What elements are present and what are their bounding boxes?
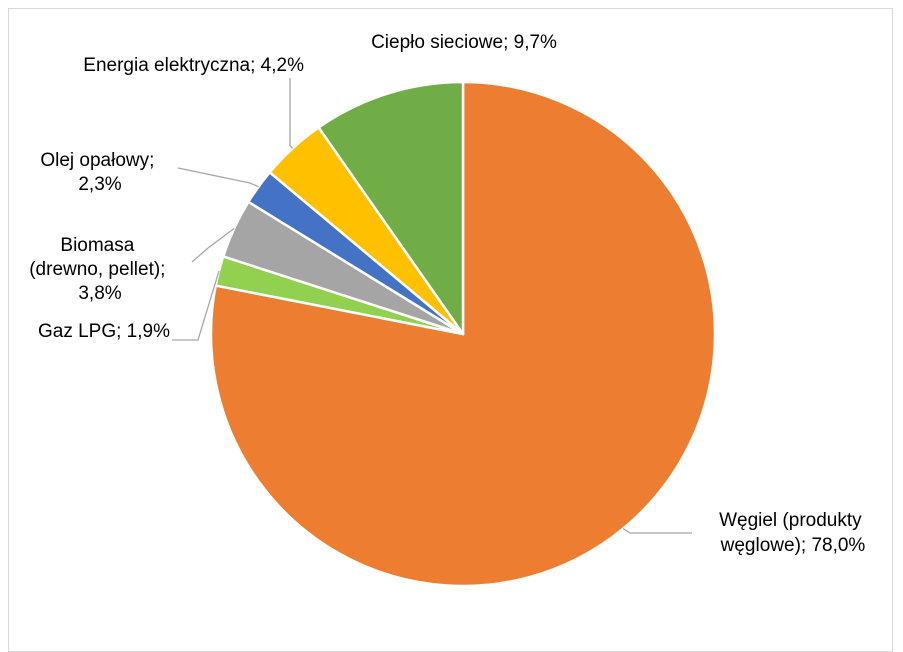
leader-line-2 bbox=[191, 227, 235, 263]
label-cieplo-sieciowe: Ciepło sieciowe; 9,7% bbox=[371, 32, 557, 53]
label-wegiel: Węgiel (produkty węglowe); 78,0% bbox=[719, 510, 867, 556]
leader-line-1 bbox=[172, 270, 220, 341]
label-biomasa: Biomasa (drewno, pellet); 3,8% bbox=[29, 235, 171, 304]
label-gaz-lpg: Gaz LPG; 1,9% bbox=[38, 321, 170, 342]
leader-line-3 bbox=[177, 167, 259, 188]
label-energia-elektryczna: Energia elektryczna; 4,2% bbox=[83, 55, 304, 76]
pie-slices bbox=[209, 80, 717, 588]
pie-slice-5 bbox=[317, 80, 465, 336]
leader-line-4 bbox=[289, 78, 294, 149]
leader-lines bbox=[172, 78, 692, 534]
leader-line-0 bbox=[622, 528, 692, 534]
label-olej-opalowy: Olej opałowy; 2,3% bbox=[40, 150, 159, 195]
